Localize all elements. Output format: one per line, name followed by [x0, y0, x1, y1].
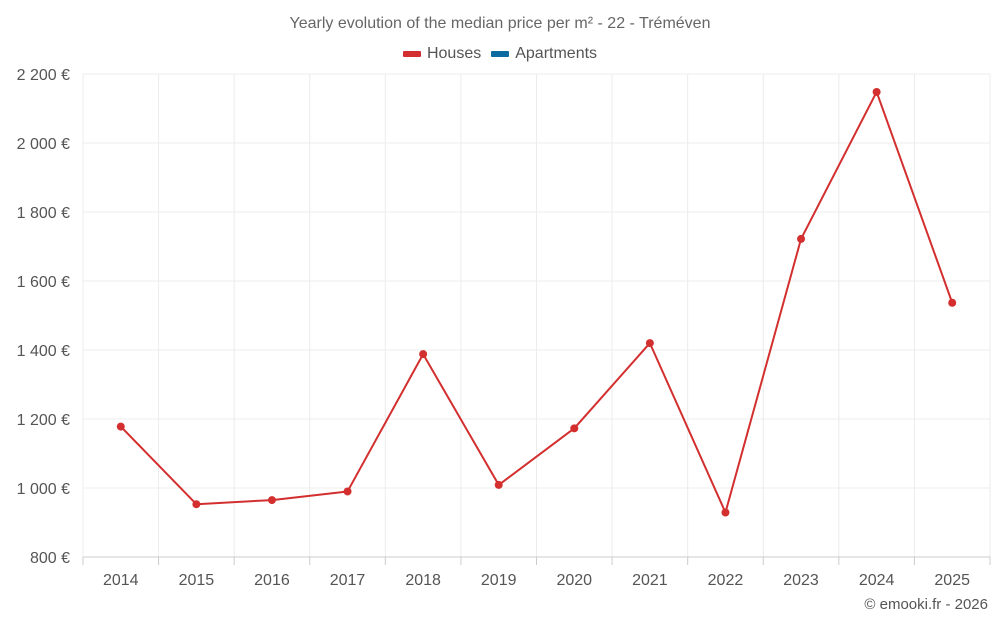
legend-item-houses[interactable]: Houses: [402, 45, 482, 63]
data-point: [192, 500, 201, 509]
x-tick-label: 2015: [179, 572, 215, 589]
y-tick-label: 2 000 €: [17, 136, 70, 153]
legend-swatch-apartments: [491, 51, 510, 57]
legend: Houses Apartments: [0, 45, 1000, 63]
x-tick-label: 2021: [632, 572, 668, 589]
data-point: [267, 496, 276, 505]
x-tick-label: 2016: [254, 572, 290, 589]
x-tick-label: 2023: [783, 572, 819, 589]
data-point: [948, 298, 957, 307]
data-point: [419, 350, 428, 359]
data-point: [872, 87, 881, 96]
x-tick-label: 2025: [934, 572, 970, 589]
series-line-houses: [120, 90, 954, 514]
x-tick-label: 2024: [859, 572, 895, 589]
data-point: [494, 480, 503, 489]
legend-swatch-houses: [402, 51, 421, 57]
data-point: [343, 487, 352, 496]
x-tick-label: 2022: [708, 572, 744, 589]
x-tick-label: 2020: [556, 572, 592, 589]
y-tick-label: 800 €: [30, 550, 70, 567]
y-tick-label: 1 600 €: [17, 274, 70, 291]
data-point: [645, 339, 654, 348]
data-point: [570, 424, 579, 433]
y-tick-label: 1 000 €: [17, 481, 70, 498]
data-point: [797, 234, 806, 243]
y-tick-label: 1 200 €: [17, 412, 70, 429]
y-tick-label: 1 400 €: [17, 343, 70, 360]
legend-label-apartments: Apartments: [515, 45, 598, 62]
x-tick-label: 2018: [405, 572, 441, 589]
x-tick-label: 2017: [330, 572, 366, 589]
x-tick-label: 2019: [481, 572, 517, 589]
credit-text: © emooki.fr - 2026: [864, 596, 988, 613]
legend-item-apartments[interactable]: Apartments: [491, 45, 597, 63]
y-tick-label: 2 200 €: [17, 67, 70, 84]
data-point: [721, 508, 730, 517]
chart-title: Yearly evolution of the median price per…: [289, 15, 711, 32]
legend-label-houses: Houses: [426, 45, 482, 62]
y-tick-label: 1 800 €: [17, 205, 70, 222]
data-point: [116, 422, 125, 431]
x-tick-label: 2014: [103, 572, 139, 589]
